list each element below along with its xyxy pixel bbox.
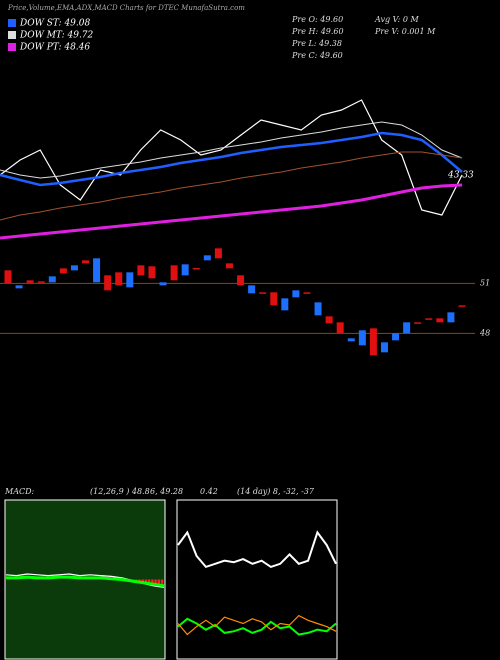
legend-label: DOW MT: 49.72 bbox=[19, 31, 94, 41]
candle bbox=[380, 342, 388, 353]
candle bbox=[369, 328, 377, 356]
candle bbox=[325, 316, 333, 324]
candle bbox=[159, 282, 167, 286]
annotation: 43.33 bbox=[447, 171, 474, 181]
legend-swatch bbox=[8, 19, 16, 27]
line bbox=[177, 530, 337, 569]
candle bbox=[59, 268, 67, 274]
legend-swatch bbox=[8, 31, 16, 39]
legend-label: DOW PT: 48.46 bbox=[19, 43, 90, 53]
line bbox=[177, 614, 337, 636]
candle bbox=[48, 276, 56, 283]
stat: Pre L: 49.38 bbox=[291, 39, 342, 48]
candle bbox=[82, 260, 90, 264]
candle bbox=[425, 318, 433, 320]
candle bbox=[170, 265, 178, 281]
macd-panel bbox=[4, 499, 166, 660]
candle bbox=[115, 272, 123, 286]
candle bbox=[192, 268, 200, 270]
candle bbox=[248, 285, 256, 294]
y-tick-label: 48 bbox=[479, 328, 490, 337]
stat: Pre H: 49.60 bbox=[291, 27, 344, 36]
adx-panel bbox=[176, 499, 338, 660]
candle bbox=[93, 258, 101, 283]
candle bbox=[104, 275, 112, 291]
macd-label: (12,26,9 ) 48.8 bbox=[90, 487, 150, 496]
candle bbox=[281, 298, 289, 311]
macd-label: 6, 49.28 bbox=[150, 487, 183, 496]
candle bbox=[259, 292, 267, 294]
candle bbox=[203, 255, 211, 261]
line bbox=[0, 183, 463, 240]
macd-label: 0.42 bbox=[200, 487, 218, 496]
candle bbox=[336, 322, 344, 334]
histogram-bar bbox=[160, 579, 164, 588]
candle bbox=[292, 290, 300, 298]
candle bbox=[15, 285, 23, 289]
adx-label: (14 day) 8, -32, -37 bbox=[237, 487, 315, 496]
line bbox=[0, 151, 463, 221]
line bbox=[6, 575, 165, 588]
candle bbox=[314, 302, 322, 316]
candle bbox=[148, 266, 156, 279]
candle bbox=[436, 318, 444, 323]
stat: Pre C: 49.60 bbox=[291, 51, 343, 60]
candle bbox=[447, 312, 455, 323]
line bbox=[0, 131, 463, 187]
candle bbox=[126, 272, 134, 288]
macd-label: MACD: bbox=[4, 487, 35, 496]
candle bbox=[303, 292, 311, 294]
candle bbox=[237, 275, 245, 286]
candle bbox=[26, 280, 34, 284]
line bbox=[0, 99, 463, 216]
candle bbox=[225, 263, 233, 269]
candle bbox=[270, 292, 278, 306]
candle bbox=[70, 265, 78, 271]
legend-label: DOW ST: 49.08 bbox=[19, 19, 90, 29]
candle bbox=[37, 281, 45, 283]
candle bbox=[181, 264, 189, 276]
candle bbox=[358, 330, 366, 346]
stat: Avg V: 0 M bbox=[374, 15, 419, 24]
stat: Pre V: 0.001 M bbox=[374, 27, 436, 36]
candle bbox=[414, 322, 422, 324]
candle bbox=[347, 338, 355, 342]
candle bbox=[458, 305, 466, 307]
chart-title: Price,Volume,EMA,ADX,MACD Charts for DTE… bbox=[7, 4, 245, 12]
candle bbox=[214, 248, 222, 259]
candle bbox=[4, 270, 12, 284]
legend-swatch bbox=[8, 43, 16, 51]
candle bbox=[403, 322, 411, 334]
line bbox=[177, 617, 337, 636]
y-tick-label: 51 bbox=[480, 278, 490, 287]
stat: Pre O: 49.60 bbox=[291, 15, 343, 24]
histogram-bar bbox=[157, 579, 160, 588]
candle bbox=[392, 333, 400, 341]
line bbox=[0, 121, 463, 179]
candle bbox=[137, 265, 145, 276]
